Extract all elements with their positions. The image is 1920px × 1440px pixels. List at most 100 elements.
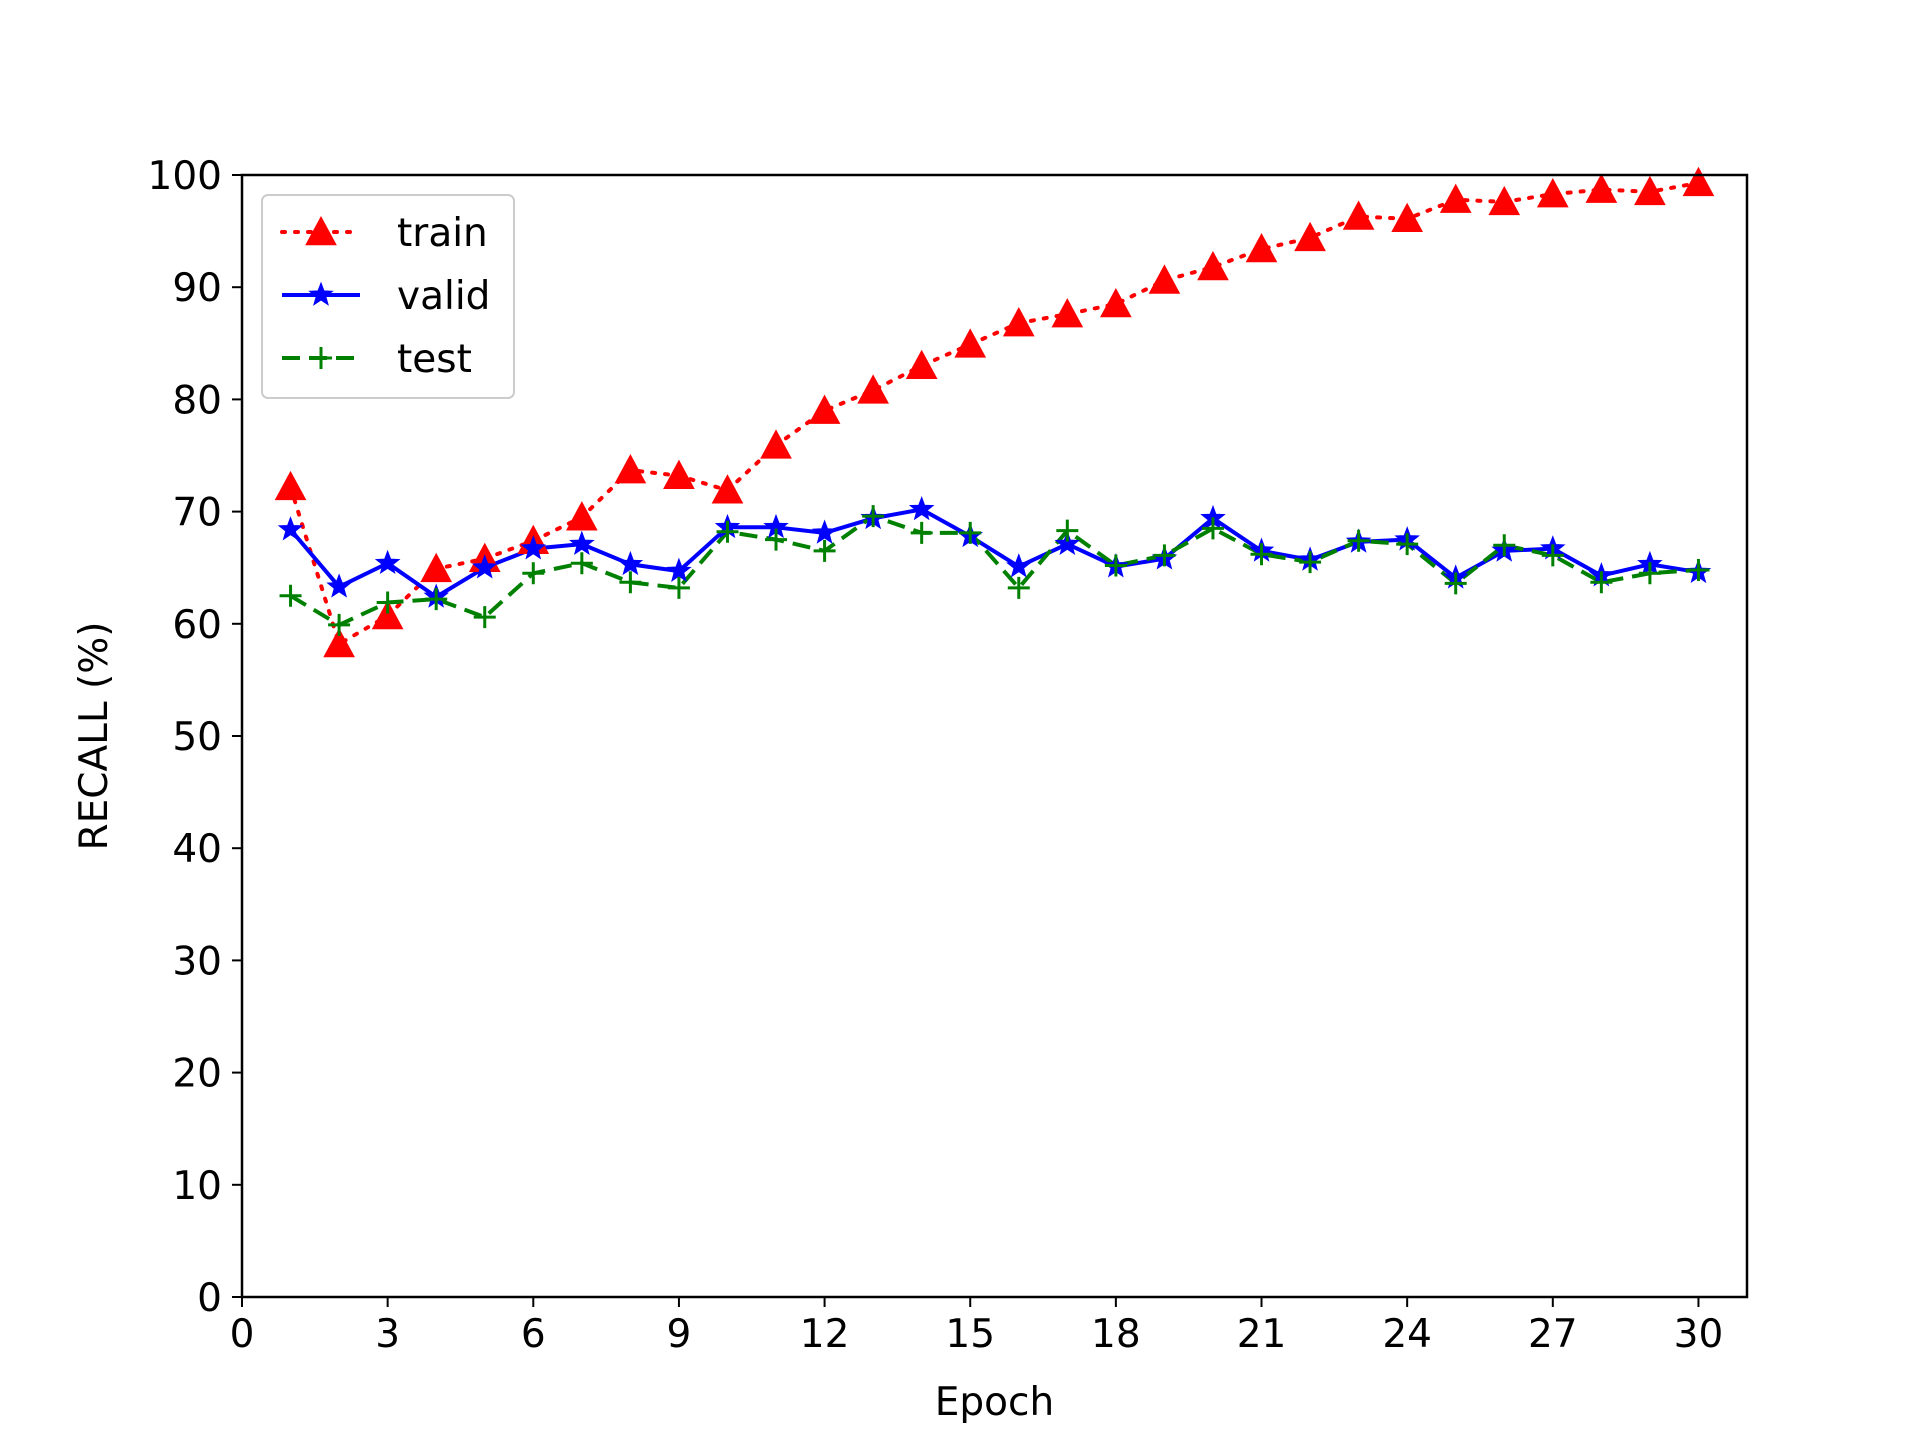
data-point-train [1051, 298, 1084, 328]
data-point-test [1056, 519, 1079, 542]
data-point-train [614, 454, 647, 484]
data-point-test [910, 521, 933, 544]
y-tick-label: 80 [172, 378, 222, 423]
y-tick-label: 60 [172, 603, 222, 648]
data-point-test [1687, 558, 1710, 581]
series-points-test [279, 505, 1710, 636]
data-point-valid [811, 519, 838, 544]
legend: train valid test [261, 194, 515, 399]
data-point-valid [471, 554, 498, 579]
data-point-test [1638, 562, 1661, 585]
data-point-train [566, 501, 598, 531]
data-point-test [473, 606, 496, 629]
data-point-test [1396, 533, 1419, 556]
data-point-test [862, 505, 885, 528]
data-point-valid [277, 516, 304, 541]
x-axis: 0 3 6 9 12 15 18 21 24 27 30 [230, 1297, 1724, 1357]
data-point-train [274, 470, 307, 501]
x-tick-label: 9 [667, 1312, 692, 1357]
y-tick-label: 40 [172, 827, 222, 872]
legend-marker-valid [308, 281, 334, 306]
data-point-train [1245, 233, 1278, 263]
data-point-test [1444, 572, 1467, 595]
x-tick-label: 12 [800, 1312, 850, 1357]
data-point-test [425, 588, 448, 611]
data-point-train [711, 474, 744, 504]
data-point-test [1104, 554, 1127, 577]
data-point-train [323, 627, 355, 658]
data-point-train [905, 349, 938, 379]
data-point-train [1197, 250, 1229, 281]
legend-entry-test: test [282, 337, 472, 382]
data-point-valid [374, 549, 401, 575]
data-point-train [1682, 166, 1715, 197]
data-point-train [1488, 185, 1521, 216]
data-point-valid [617, 550, 644, 576]
data-point-test [1250, 543, 1273, 566]
data-point-valid [326, 573, 352, 598]
data-point-test [765, 528, 788, 551]
data-point-valid [520, 535, 547, 560]
y-tick-label: 50 [172, 715, 222, 760]
data-point-valid [569, 530, 595, 555]
data-point-train [954, 328, 987, 358]
y-axis: 0 10 20 30 40 50 60 70 80 90 100 [148, 154, 242, 1321]
x-tick-label: 18 [1091, 1312, 1141, 1357]
data-point-train [1294, 221, 1326, 252]
y-tick-label: 30 [172, 939, 222, 984]
x-tick-label: 0 [230, 1312, 255, 1357]
data-point-train [808, 394, 841, 424]
x-tick-label: 27 [1528, 1312, 1578, 1357]
legend-box [261, 194, 515, 399]
legend-label-test: test [397, 337, 472, 382]
x-axis-label: Epoch [935, 1380, 1054, 1425]
x-tick-label: 21 [1237, 1312, 1287, 1357]
legend-entry-train: train [280, 211, 488, 256]
data-point-train [1148, 264, 1181, 294]
data-point-test [570, 552, 593, 575]
data-point-train [760, 429, 792, 459]
data-point-test [619, 571, 642, 594]
data-point-valid [1054, 530, 1081, 555]
data-point-test [813, 539, 836, 562]
data-point-train [1439, 183, 1472, 213]
data-point-train [857, 374, 889, 404]
data-point-valid [1006, 553, 1032, 578]
data-point-train [1391, 202, 1423, 233]
legend-marker-test [310, 347, 332, 369]
data-point-test [1493, 534, 1516, 557]
data-point-test [1541, 544, 1564, 567]
y-tick-label: 70 [172, 491, 222, 536]
data-point-train [663, 459, 695, 489]
data-point-train [1634, 175, 1666, 206]
y-axis-label: RECALL (%) [72, 622, 117, 851]
data-point-test [328, 613, 351, 636]
data-point-test [1007, 576, 1030, 599]
x-tick-label: 15 [945, 1312, 995, 1357]
legend-label-train: train [397, 211, 488, 256]
data-point-test [279, 584, 302, 607]
data-point-test [667, 576, 690, 599]
legend-label-valid: valid [397, 274, 490, 319]
data-point-test [716, 520, 739, 543]
data-point-test [1201, 517, 1224, 540]
plot-markers [274, 166, 1715, 658]
x-tick-label: 30 [1674, 1312, 1724, 1357]
x-tick-label: 24 [1382, 1312, 1432, 1357]
data-point-test [1299, 551, 1322, 574]
data-point-train [1585, 173, 1618, 203]
y-tick-label: 90 [172, 266, 222, 311]
data-point-test [959, 521, 982, 544]
data-point-train [1002, 307, 1035, 337]
x-tick-label: 6 [521, 1312, 546, 1357]
data-point-test [1153, 544, 1176, 567]
data-point-valid [666, 557, 692, 582]
x-tick-label: 3 [375, 1312, 400, 1357]
y-tick-label: 10 [172, 1164, 222, 1209]
y-tick-label: 20 [172, 1052, 222, 1097]
y-tick-label: 0 [197, 1276, 222, 1321]
data-point-valid [908, 495, 935, 521]
data-point-train [420, 552, 453, 583]
data-point-train [1100, 287, 1132, 318]
